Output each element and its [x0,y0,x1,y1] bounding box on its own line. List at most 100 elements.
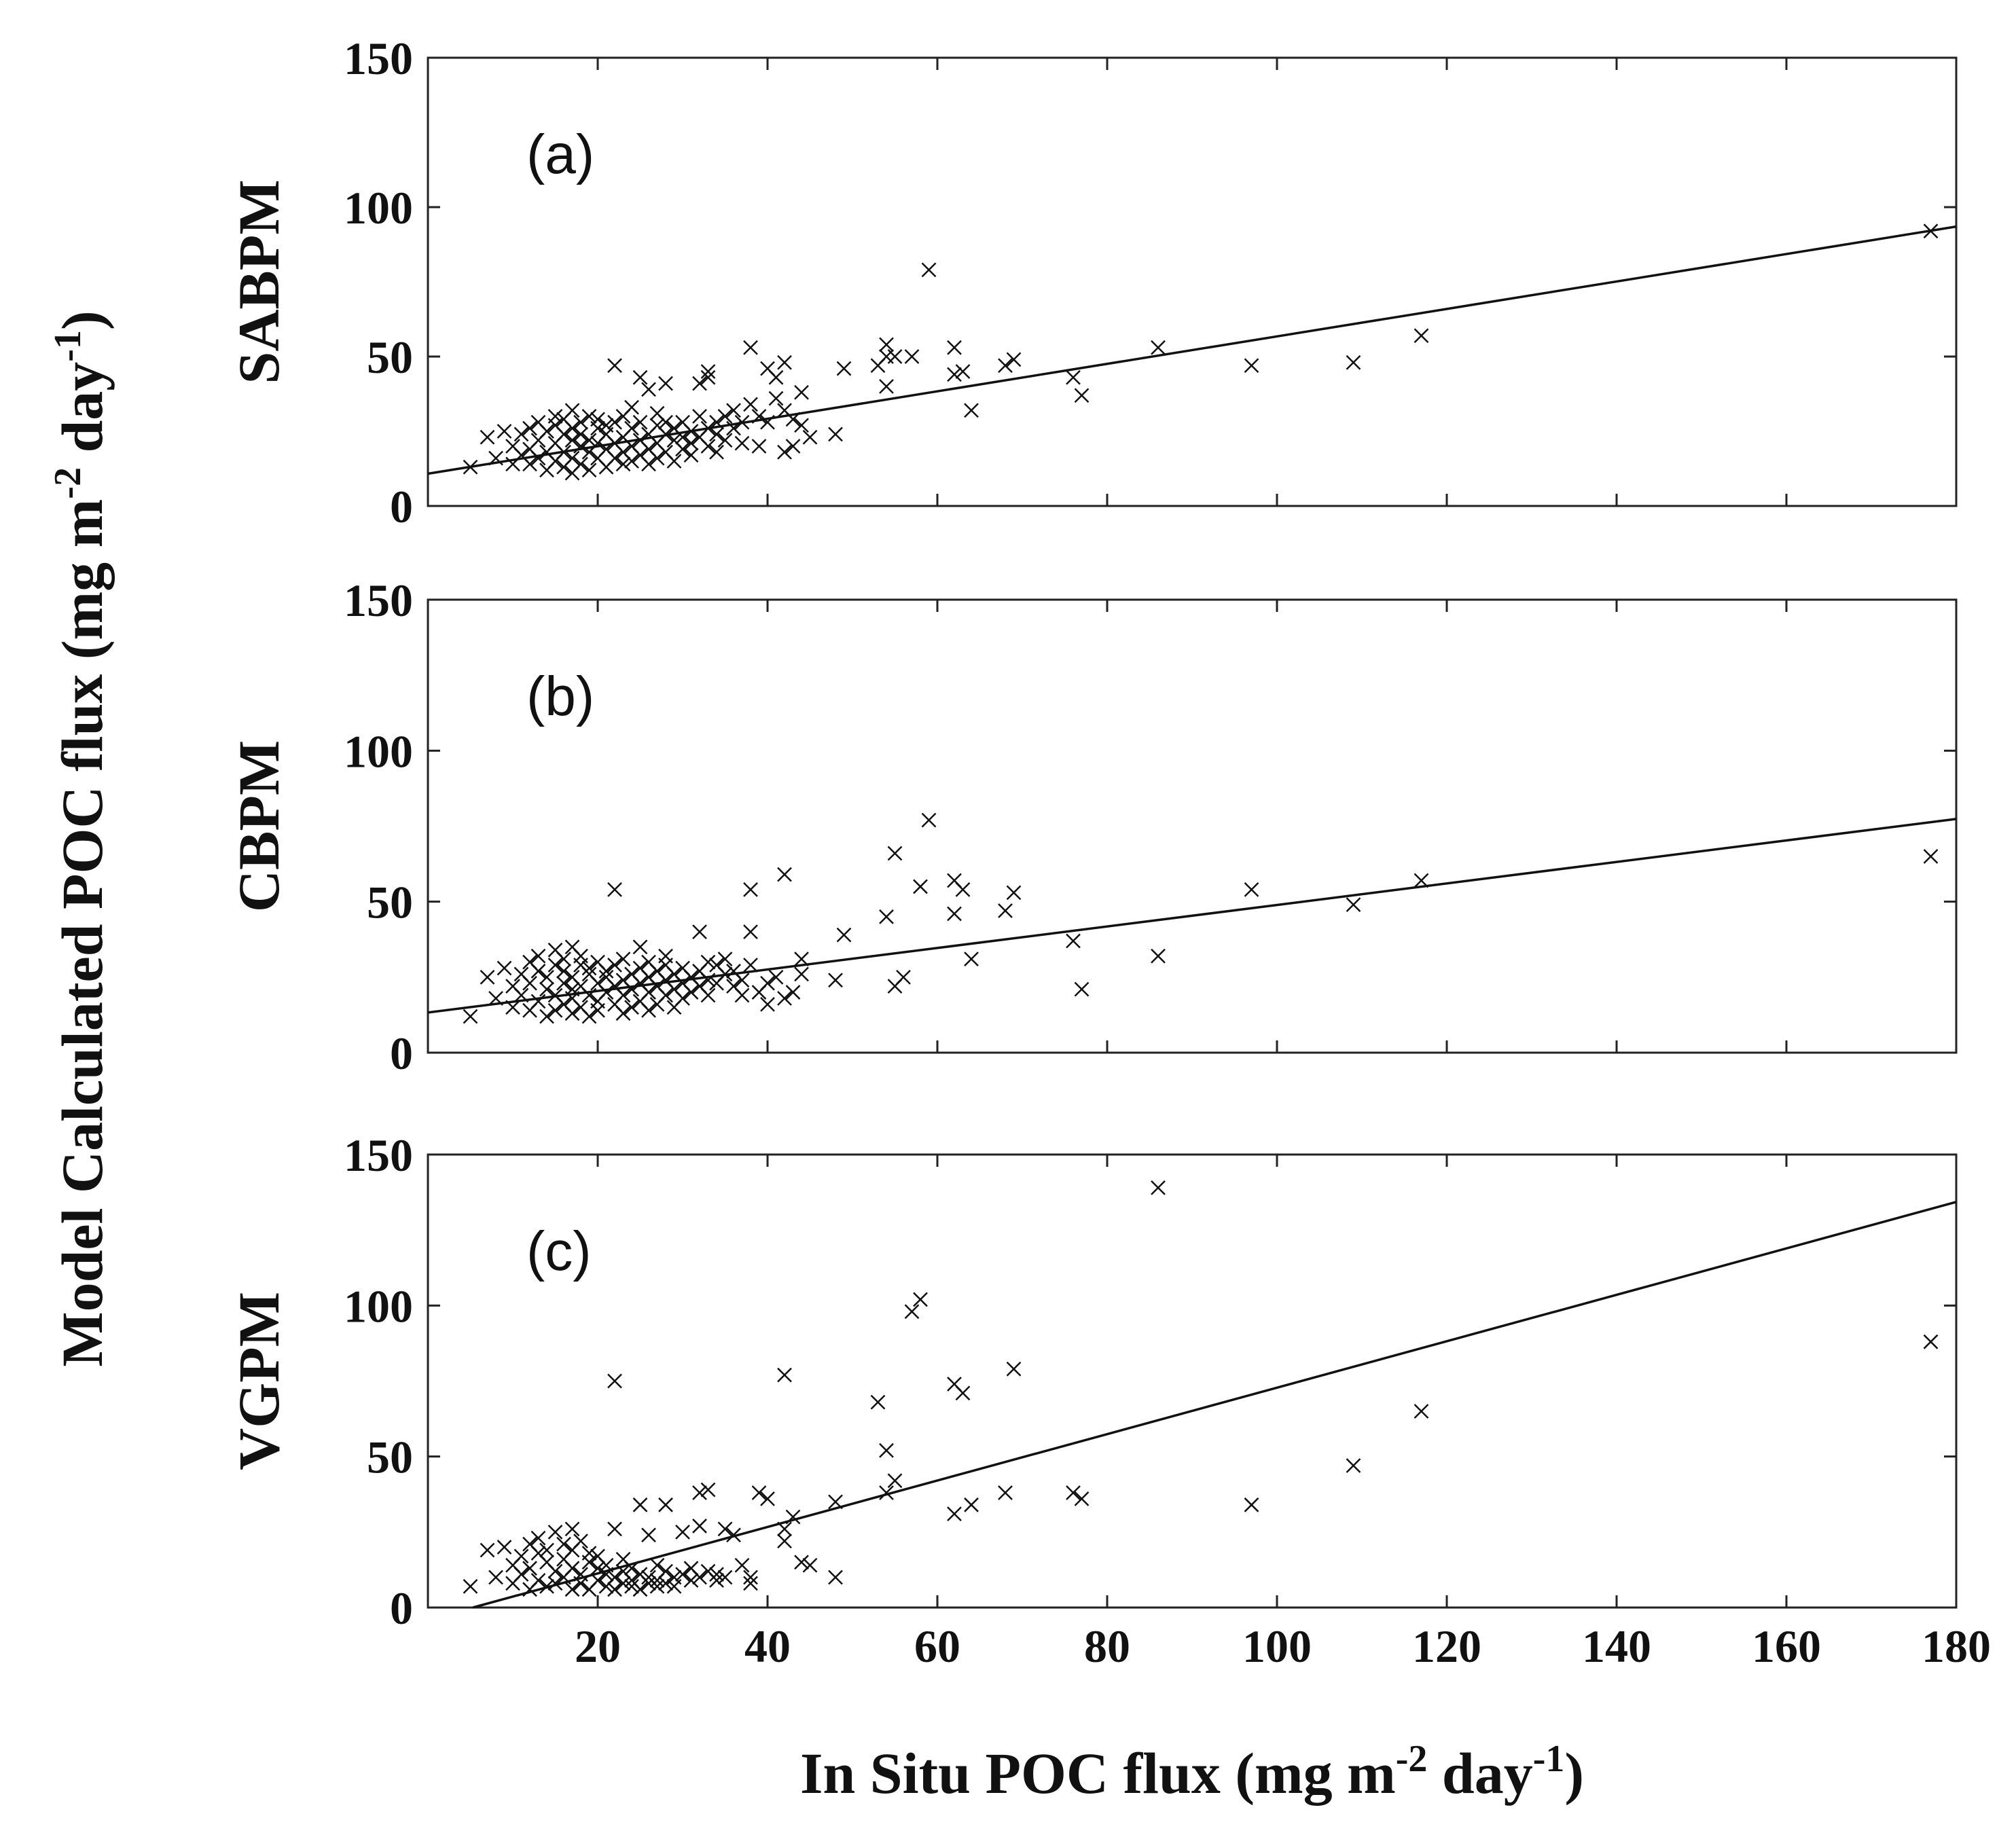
x-axis-title-main: In Situ POC flux (mg m [800,1741,1396,1806]
data-point [998,903,1013,918]
data-point [488,1569,503,1585]
data-point [768,391,784,406]
data-point [632,1497,648,1512]
data-point [947,340,962,355]
data-point [751,1485,767,1500]
data-point [480,969,495,985]
data-point [760,996,775,1012]
data-point [955,1385,971,1401]
data-point [573,1533,588,1549]
y-axis-title-end: ) [50,310,115,330]
y-tick-label: 100 [344,1280,413,1332]
data-point [590,1573,605,1588]
data-point [564,433,580,448]
data-point [1414,328,1429,344]
data-point [743,958,758,973]
data-point [700,987,716,1003]
data-point [530,994,546,1009]
y-axis-title-sup1: -2 [47,467,89,499]
panel-0: 0 50 100 150 SABPM (a) [226,33,1958,532]
panel-1: 0 50 100 150 CBPM (b) [226,575,1958,1079]
data-point [641,1002,656,1018]
data-point [785,985,801,1000]
data-point [1006,352,1022,367]
x-axis-title-sup1: -2 [1396,1738,1428,1780]
y-tick-label: 50 [367,1432,413,1483]
data-point [717,433,733,448]
data-point [564,420,580,436]
data-point [904,1304,920,1320]
data-point [641,456,656,472]
data-point [692,409,707,424]
data-point [539,424,554,439]
x-axis-title: In Situ POC flux (mg m-2 day-1) [800,1738,1584,1806]
data-point [794,966,809,982]
data-point [666,454,682,469]
y-tick-label: 100 [344,182,413,234]
data-point [624,1000,639,1015]
data-point [760,1491,775,1506]
data-point [522,456,537,472]
data-point [488,991,503,1006]
data-point [658,414,673,430]
data-point [1346,355,1361,370]
data-point [828,973,843,988]
data-point [1066,933,1081,949]
data-point [607,1521,622,1537]
data-point [547,1002,563,1018]
panel-ylabel: VGPM [226,1292,291,1470]
data-point [794,951,809,967]
data-point [607,1569,622,1585]
data-point [497,424,512,439]
data-point [530,1530,546,1546]
fit-line [427,818,1957,1014]
data-point [624,454,639,469]
data-point [615,456,631,472]
data-point [581,462,597,478]
data-point [547,1524,563,1540]
data-point [607,1373,622,1389]
data-point [1151,1180,1166,1195]
data-point [514,1548,529,1564]
panel-2: 0 50 100 150 20 40 60 80 100 120 140 160 180 VGPM (c) [226,1129,1991,1672]
data-point [734,414,750,430]
data-point [547,1576,563,1591]
data-point [573,948,588,964]
data-point [598,418,614,433]
data-point [1346,897,1361,912]
data-point [743,340,758,355]
data-point [998,1485,1013,1500]
x-tick-label: 120 [1412,1620,1481,1672]
data-point [463,459,478,475]
data-point [1923,223,1939,239]
data-point [581,987,597,1003]
data-point [607,958,622,973]
data-point [879,1442,894,1458]
data-point [556,975,571,991]
data-point [1244,882,1259,897]
data-point [1066,1485,1081,1500]
data-point [777,444,792,460]
data-point [632,939,648,955]
data-point [615,1006,631,1021]
data-point [573,456,588,472]
data-point [692,376,707,391]
data-point [564,1582,580,1597]
data-point [785,1509,801,1525]
plot-frame [427,1153,1958,1609]
data-point [632,1582,648,1597]
data-point [828,427,843,442]
data-point [743,1569,758,1585]
data-point [964,1497,979,1512]
y-tick-label: 150 [344,33,413,84]
data-point [556,964,571,979]
data-point [649,1578,665,1594]
data-point [1414,873,1429,888]
data-point [709,414,724,430]
data-point [1006,885,1022,901]
data-point [564,1006,580,1021]
data-point [692,1519,707,1533]
data-point [717,966,733,982]
y-axis-title-main: Model Calculated POC flux (mg m [50,499,115,1367]
panel-ylabel: CBPM [226,740,291,912]
